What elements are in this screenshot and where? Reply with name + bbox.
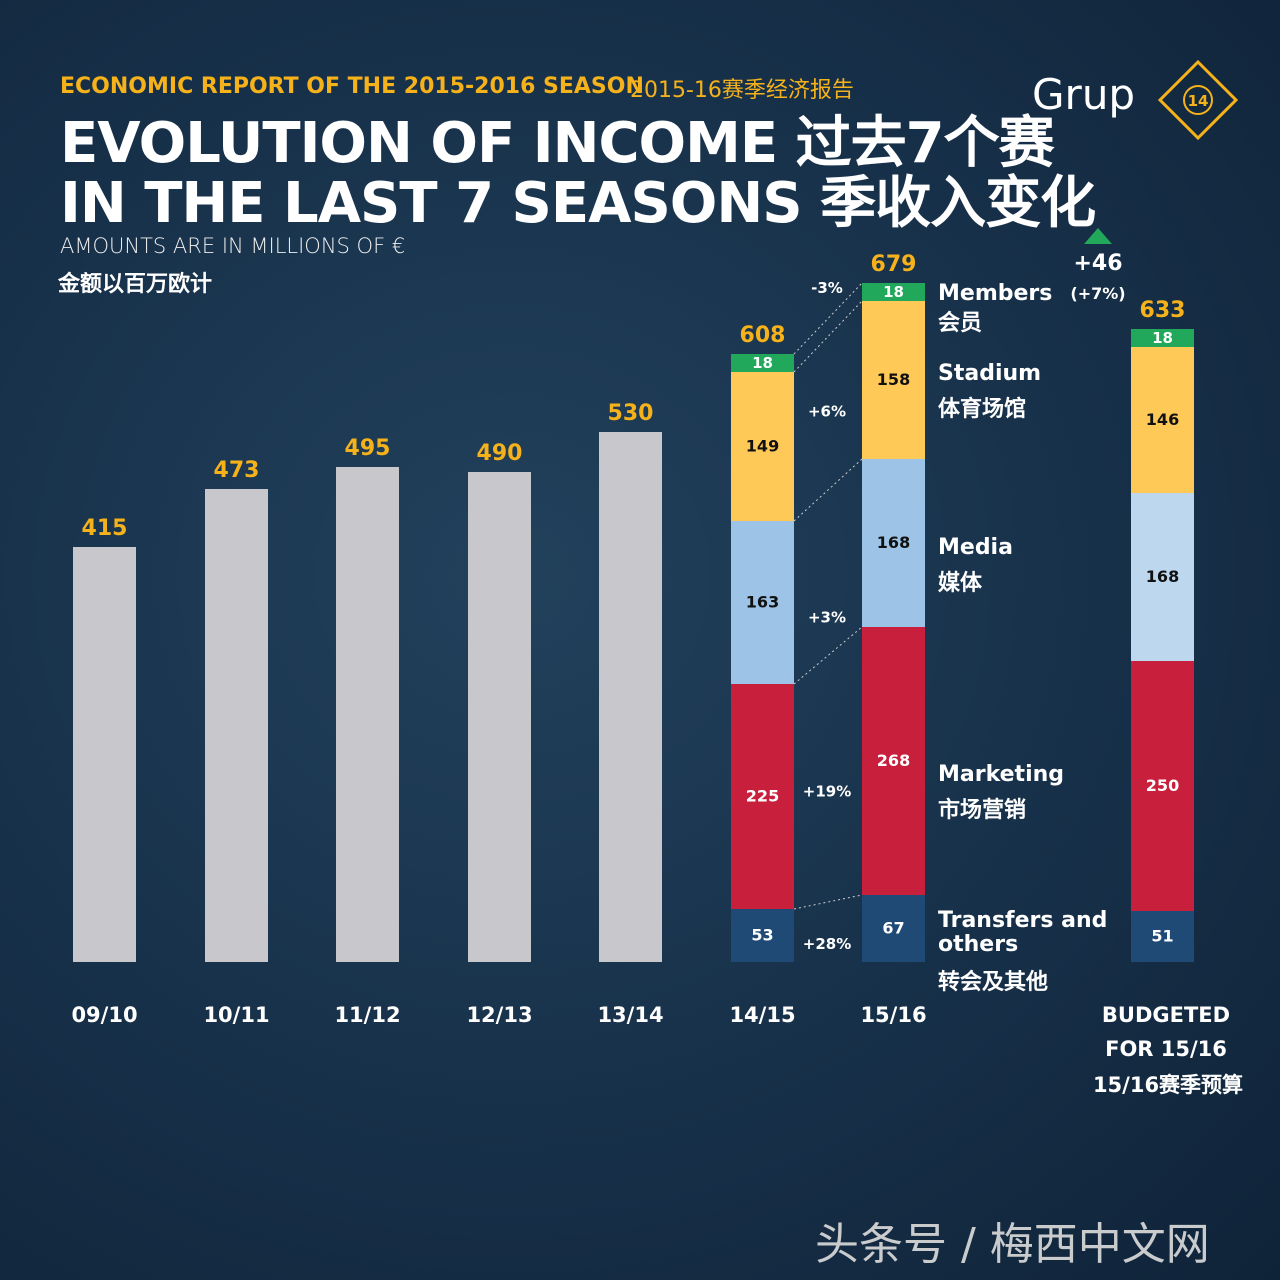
bar-12/13	[468, 472, 531, 962]
change-transfers: +28%	[803, 935, 851, 953]
legend-cn-members: 会员	[938, 310, 982, 336]
legend-transfers-2: others	[938, 932, 1018, 957]
segment-value-members: 18	[752, 354, 773, 372]
x-label-09/10: 09/10	[71, 1003, 137, 1027]
segment-value-transfers: 53	[751, 926, 773, 945]
legend-cn-transfers: 转会及其他	[938, 969, 1048, 995]
x-label-11/12: 11/12	[334, 1003, 400, 1027]
legend-transfers: Transfers and	[938, 908, 1107, 933]
legend-members: Members	[938, 281, 1052, 306]
change-stadium: +6%	[808, 403, 846, 421]
segment-members	[1131, 329, 1194, 347]
up-arrow-icon	[1084, 228, 1112, 244]
segment-value-media: 168	[1146, 567, 1179, 586]
total-2: 495	[345, 436, 391, 461]
segment-members	[862, 283, 925, 301]
segment-value-marketing: 250	[1146, 776, 1179, 795]
subtitle-cn: 金额以百万欧计	[58, 272, 213, 297]
logo-text: Grup	[1032, 70, 1136, 119]
total-4: 530	[608, 401, 654, 426]
connector-members	[793, 282, 863, 355]
change-marketing: +19%	[803, 783, 851, 801]
title-line-1: EVOLUTION OF INCOME 过去7个赛	[60, 111, 1055, 176]
segment-value-stadium: 149	[746, 437, 779, 456]
kicker-cn: 2015-16赛季经济报告	[630, 78, 854, 103]
legend-cn-media: 媒体	[938, 570, 983, 596]
legend-marketing: Marketing	[938, 762, 1064, 787]
legend-cn-stadium: 体育场馆	[938, 396, 1026, 422]
subtitle: AMOUNTS ARE IN MILLIONS OF €	[60, 234, 406, 258]
segment-marketing	[731, 684, 794, 909]
segment-transfers	[731, 909, 794, 962]
total-3: 490	[477, 441, 523, 466]
segment-marketing	[1131, 661, 1194, 911]
x-label-10/11: 10/11	[203, 1003, 269, 1027]
segment-value-media: 163	[746, 593, 779, 612]
segment-value-transfers: 67	[882, 919, 904, 938]
segment-members	[731, 354, 794, 372]
x-label-13/14: 13/14	[597, 1003, 663, 1027]
segment-value-members: 18	[883, 283, 904, 301]
legend-stadium: Stadium	[938, 361, 1041, 386]
change-members: -3%	[811, 279, 843, 297]
segment-value-marketing: 225	[746, 787, 779, 806]
connector-transfers	[793, 894, 863, 910]
total-0: 415	[82, 516, 128, 541]
total-5: 608	[740, 323, 786, 348]
segment-transfers	[862, 895, 925, 962]
difference-pct: (+7%)	[1070, 284, 1125, 303]
bar-11/12	[336, 467, 399, 962]
segment-value-members: 18	[1152, 329, 1173, 347]
segment-media	[1131, 493, 1194, 661]
segment-transfers	[1131, 911, 1194, 962]
x-label-12/13: 12/13	[466, 1003, 532, 1027]
segment-media	[862, 459, 925, 627]
segment-value-transfers: 51	[1151, 927, 1173, 946]
segment-stadium	[731, 372, 794, 521]
bar-10/11	[205, 489, 268, 962]
x-label-budgeted-2: FOR 15/16	[1105, 1037, 1227, 1061]
segment-stadium	[862, 301, 925, 459]
connector-stadium	[793, 300, 863, 373]
connector-media	[793, 458, 863, 522]
logo: Grup	[1032, 70, 1135, 119]
segment-value-stadium: 146	[1146, 410, 1179, 429]
logo-badge-icon	[1157, 59, 1239, 141]
segment-value-stadium: 158	[877, 370, 910, 389]
legend-cn-marketing: 市场营销	[938, 797, 1026, 823]
kicker: ECONOMIC REPORT OF THE 2015-2016 SEASON	[60, 74, 644, 99]
legend-media: Media	[938, 535, 1013, 560]
x-label-14/15: 14/15	[729, 1003, 795, 1027]
change-media: +3%	[808, 609, 846, 627]
title-line-2: IN THE LAST 7 SEASONS 季收入变化	[60, 171, 1096, 236]
segment-marketing	[862, 627, 925, 895]
x-label-15/16: 15/16	[860, 1003, 926, 1027]
bar-09/10	[73, 547, 136, 962]
bar-13/14	[599, 432, 662, 962]
total-7: 633	[1140, 298, 1186, 323]
logo-badge-number: 14	[1188, 92, 1209, 110]
x-label-budgeted-cn: 15/16赛季预算	[1093, 1073, 1243, 1097]
x-label-budgeted-1: BUDGETED	[1102, 1003, 1230, 1027]
segment-media	[731, 521, 794, 684]
connector-marketing	[793, 626, 863, 685]
segment-stadium	[1131, 347, 1194, 493]
total-1: 473	[214, 458, 260, 483]
difference-value: +46	[1073, 251, 1122, 276]
logo-badge-circle	[1183, 85, 1213, 115]
total-6: 679	[871, 252, 917, 277]
watermark: 头条号 / 梅西中文网	[815, 1219, 1210, 1270]
segment-value-marketing: 268	[877, 751, 910, 770]
segment-value-media: 168	[877, 533, 910, 552]
